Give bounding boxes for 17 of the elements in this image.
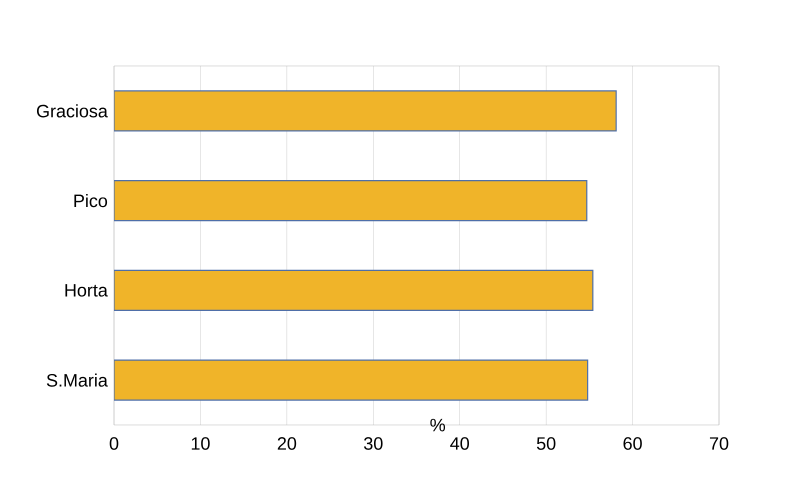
x-tick-label: 20 (278, 437, 296, 450)
x-tick-label: 10 (192, 437, 210, 450)
x-tick-label: 0 (110, 437, 118, 450)
bar (114, 360, 588, 401)
bar (114, 180, 588, 222)
y-tick-label: Horta (65, 284, 108, 297)
x-tick-label: 60 (624, 437, 642, 450)
y-tick-label: Graciosa (36, 104, 108, 118)
x-tick-label: 50 (536, 437, 556, 450)
x-tick-label: 70 (710, 437, 728, 450)
bar (114, 270, 594, 311)
x-axis-title: % (430, 418, 446, 432)
x-tick-label: 40 (450, 437, 469, 450)
bar (114, 90, 617, 132)
y-tick-label: S.Maria (46, 374, 108, 387)
y-tick-label: Pico (74, 194, 108, 208)
x-tick-label: 30 (364, 437, 383, 450)
